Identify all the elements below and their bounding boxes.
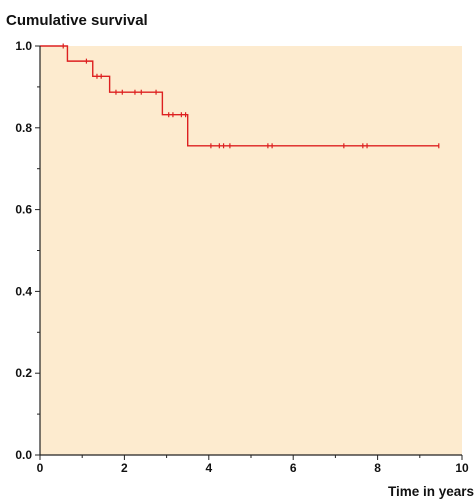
x-axis-ticks: 0 2 4 6 8 10 (37, 455, 469, 475)
x-tick-label: 8 (374, 461, 381, 475)
x-axis-label: Time in years (388, 484, 474, 499)
y-tick-label: 0.0 (15, 448, 32, 462)
chart-title: Cumulative survival (6, 12, 148, 29)
x-tick-label: 4 (205, 461, 212, 475)
x-tick-label: 6 (290, 461, 297, 475)
y-tick-label: 0.8 (15, 121, 32, 135)
y-tick-label: 0.6 (15, 203, 32, 217)
survival-curve (40, 45, 439, 147)
y-tick-label: 0.2 (15, 366, 32, 380)
x-tick-label: 0 (37, 461, 44, 475)
x-tick-label: 2 (121, 461, 128, 475)
series-layer (40, 43, 440, 149)
plot-area (40, 46, 462, 455)
y-tick-label: 1.0 (15, 39, 32, 53)
y-axis-ticks: 0.0 0.2 0.4 0.6 0.8 1.0 (15, 39, 40, 462)
x-tick-label: 10 (455, 461, 469, 475)
y-tick-label: 0.4 (15, 284, 32, 298)
